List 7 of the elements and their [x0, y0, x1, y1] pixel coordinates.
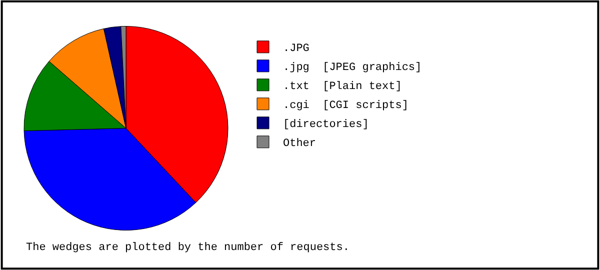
legend-label: Other [283, 138, 316, 150]
legend-label: .jpg [JPEG graphics] [283, 62, 422, 74]
legend-label: .txt [Plain text] [283, 81, 402, 94]
legend-label: [directories] [283, 119, 369, 132]
legend-label: .JPG [283, 43, 310, 56]
legend-label: .cgi [CGI scripts] [283, 100, 408, 112]
text: The wedges are plotted by the number of requests. [26, 242, 350, 254]
